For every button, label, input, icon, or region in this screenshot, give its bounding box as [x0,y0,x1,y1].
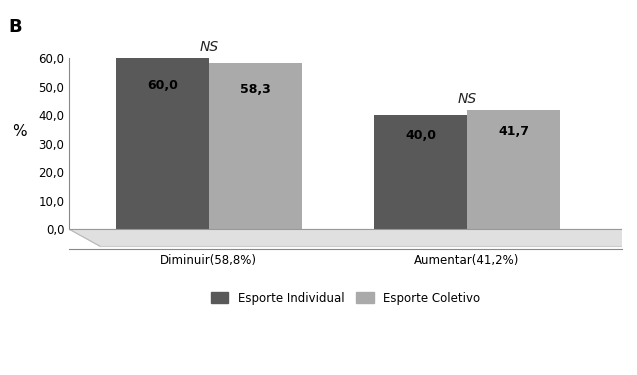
Y-axis label: %: % [12,124,27,140]
Polygon shape [69,229,637,246]
Text: NS: NS [457,92,476,106]
Text: 40,0: 40,0 [405,129,436,142]
Text: 58,3: 58,3 [240,83,271,96]
Bar [374,115,467,229]
Text: 60,0: 60,0 [147,78,178,92]
Legend: Esporte Individual, Esporte Coletivo: Esporte Individual, Esporte Coletivo [206,287,485,309]
Text: NS: NS [199,40,218,54]
Bar [467,110,560,229]
Text: 41,7: 41,7 [498,124,529,138]
Bar [209,63,302,229]
Bar [116,58,209,229]
Text: B: B [8,18,22,36]
